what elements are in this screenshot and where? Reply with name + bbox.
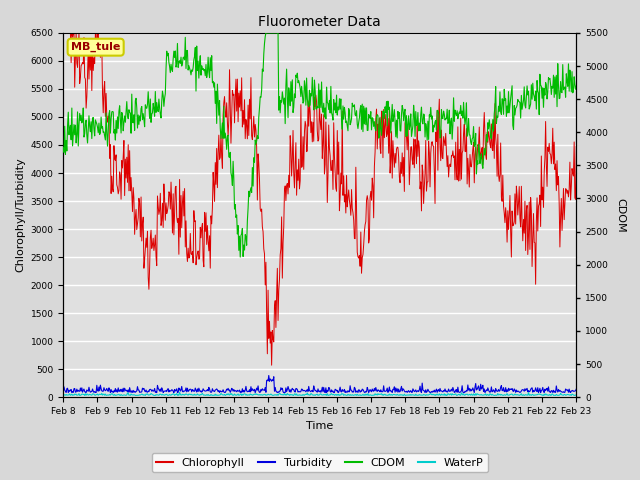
Text: MB_tule: MB_tule bbox=[71, 42, 120, 52]
X-axis label: Time: Time bbox=[306, 421, 333, 432]
Y-axis label: Chlorophyll/Turbidity: Chlorophyll/Turbidity bbox=[15, 157, 25, 273]
Y-axis label: CDOM: CDOM bbox=[615, 198, 625, 232]
Title: Fluorometer Data: Fluorometer Data bbox=[259, 15, 381, 29]
Legend: Chlorophyll, Turbidity, CDOM, WaterP: Chlorophyll, Turbidity, CDOM, WaterP bbox=[152, 453, 488, 472]
